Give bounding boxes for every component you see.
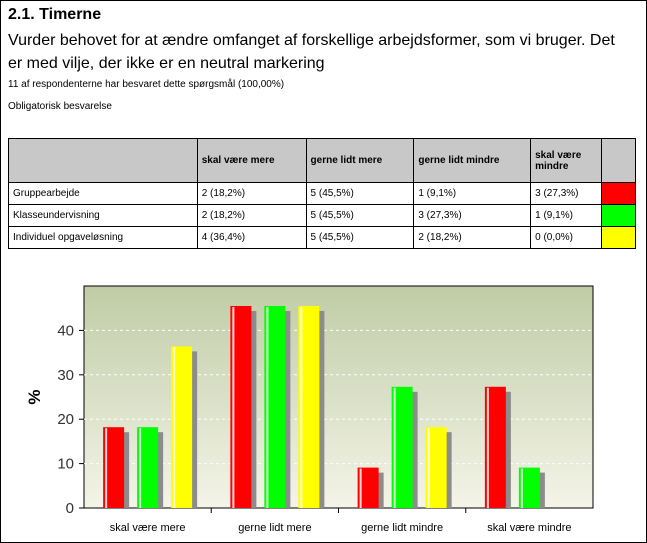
table-cell: 2 (18,2%)	[413, 226, 532, 249]
bar	[264, 305, 286, 508]
table-cell: 2 (18,2%)	[196, 182, 307, 205]
mandatory-note: Obligatorisk besvarelse	[8, 101, 112, 112]
bar-highlight	[105, 428, 108, 508]
color-swatch	[601, 204, 636, 227]
bar-chart: 0 10 20 30 40% skal være mere gerne lidt mere g…	[25, 285, 594, 534]
bar-highlight	[520, 468, 523, 508]
header-skal-vaere-mindre: skal være mindre	[530, 138, 603, 183]
table-cell: 3 (27,3%)	[530, 182, 603, 205]
y-axis-label: %	[25, 389, 44, 404]
row-label: Gruppearbejde	[8, 182, 198, 205]
x-tick-label: skal være mere	[110, 522, 186, 534]
table-header-row: skal være mere gerne lidt mere gerne lid…	[8, 138, 636, 183]
table-row: Klasseundervisning 2 (18,2%) 5 (45,5%) 3…	[8, 204, 636, 227]
y-tick-label: 0	[66, 500, 74, 517]
bar	[230, 305, 252, 508]
y-tick-label: 40	[57, 322, 74, 339]
x-tick-label: gerne lidt mindre	[361, 522, 443, 534]
bar-highlight	[486, 387, 489, 508]
bar	[137, 427, 159, 508]
bar	[391, 386, 413, 508]
header-gerne-lidt-mere: gerne lidt mere	[305, 138, 415, 183]
header-blank	[8, 138, 198, 183]
y-tick-label: 20	[57, 411, 74, 428]
bar-highlight	[173, 347, 176, 508]
table-cell: 5 (45,5%)	[305, 204, 415, 227]
table-cell: 1 (9,1%)	[530, 204, 603, 227]
table-row: Gruppearbejde 2 (18,2%) 5 (45,5%) 1 (9,1…	[8, 182, 636, 205]
header-skal-vaere-mere: skal være mere	[196, 138, 307, 183]
bar	[298, 305, 320, 508]
table-cell: 3 (27,3%)	[413, 204, 532, 227]
color-swatch	[601, 226, 636, 249]
table-cell: 5 (45,5%)	[305, 226, 415, 249]
question-title: 2.1. Timerne	[8, 6, 102, 23]
y-tick-label: 30	[57, 367, 74, 384]
bar-highlight	[427, 428, 430, 508]
bar-highlight	[393, 387, 396, 508]
bar-highlight	[359, 468, 362, 508]
x-tick-label: gerne lidt mere	[238, 522, 311, 534]
row-label: Klasseundervisning	[8, 204, 198, 227]
table-cell: 5 (45,5%)	[305, 182, 415, 205]
y-tick-label: 10	[57, 456, 74, 473]
table-cell: 0 (0,0%)	[530, 226, 603, 249]
bar-highlight	[266, 306, 269, 508]
table-cell: 4 (36,4%)	[196, 226, 307, 249]
bar	[103, 427, 125, 508]
results-table: skal være mere gerne lidt mere gerne lid…	[8, 138, 636, 249]
bar	[425, 427, 447, 508]
question-text: Vurder behovet for at ændre omfanget af …	[8, 32, 615, 72]
bar-highlight	[139, 428, 142, 508]
table-cell: 2 (18,2%)	[196, 204, 307, 227]
table-cell: 1 (9,1%)	[413, 182, 532, 205]
bar	[357, 467, 379, 508]
color-swatch	[601, 182, 636, 205]
bar	[171, 346, 193, 508]
row-label: Individuel opgaveløsning	[8, 226, 198, 249]
header-gerne-lidt-mindre: gerne lidt mindre	[413, 138, 532, 183]
bar-highlight	[300, 306, 303, 508]
table-row: Individuel opgaveløsning 4 (36,4%) 5 (45…	[8, 226, 636, 249]
respondent-count: 11 af respondenterne har besvaret dette …	[8, 79, 285, 90]
header-color	[601, 138, 636, 183]
bar-highlight	[232, 306, 235, 508]
bar	[484, 386, 506, 508]
x-tick-label: skal være mindre	[487, 522, 571, 534]
bar	[518, 467, 540, 508]
